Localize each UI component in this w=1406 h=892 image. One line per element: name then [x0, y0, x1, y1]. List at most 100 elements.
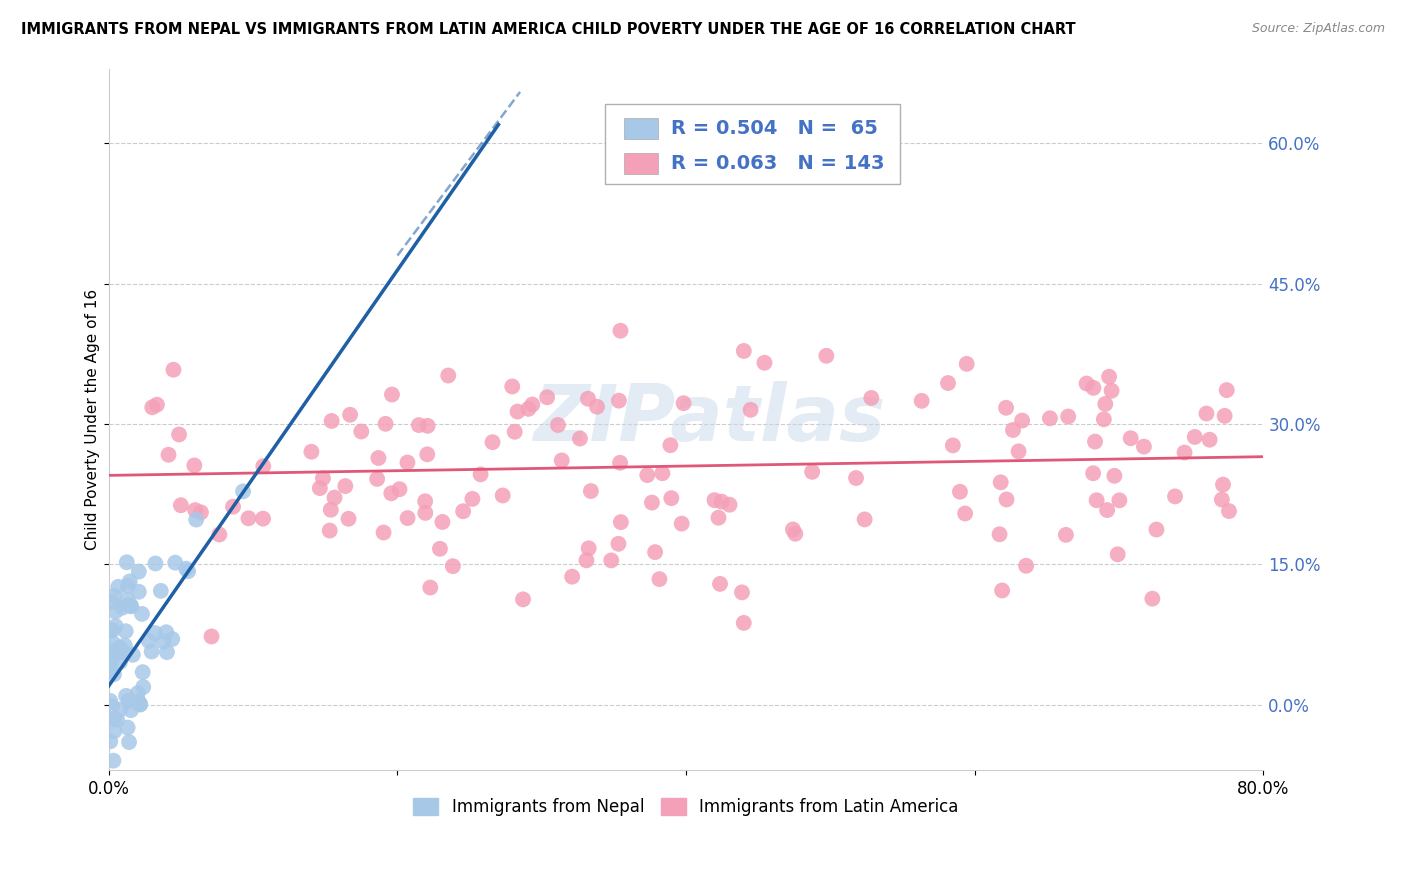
Point [131, 607, 153, 621]
Point [1092, 412, 1115, 426]
Point [1213, 409, 1236, 423]
Point [853, 512, 876, 526]
Point [1198, 433, 1220, 447]
Point [141, 401, 163, 415]
Point [114, 639, 136, 653]
Point [522, 398, 544, 412]
Point [98, 624, 121, 638]
Point [118, 574, 141, 589]
Text: IMMIGRANTS FROM NEPAL VS IMMIGRANTS FROM LATIN AMERICA CHILD POVERTY UNDER THE A: IMMIGRANTS FROM NEPAL VS IMMIGRANTS FROM… [21, 22, 1076, 37]
Point [112, 645, 135, 659]
Point [388, 482, 411, 496]
Point [659, 438, 682, 452]
Point [127, 694, 149, 708]
Point [600, 553, 623, 567]
Point [208, 527, 231, 541]
Point [995, 492, 1018, 507]
Point [949, 484, 972, 499]
Point [131, 665, 153, 680]
Point [129, 698, 152, 712]
Point [1215, 383, 1237, 397]
Point [141, 644, 163, 658]
Text: R = 0.063   N = 143: R = 0.063 N = 143 [671, 153, 884, 173]
Point [911, 393, 934, 408]
Point [100, 644, 122, 658]
Point [1142, 591, 1164, 606]
Point [733, 343, 755, 358]
Point [1015, 558, 1038, 573]
Point [128, 584, 150, 599]
Point [177, 564, 200, 578]
Point [607, 393, 630, 408]
Point [252, 511, 274, 525]
Point [1218, 504, 1240, 518]
Point [121, 648, 143, 662]
Point [339, 408, 361, 422]
Point [470, 467, 492, 482]
Point [117, 598, 139, 612]
Point [396, 456, 419, 470]
Point [815, 349, 838, 363]
Text: Source: ZipAtlas.com: Source: ZipAtlas.com [1251, 22, 1385, 36]
Point [321, 414, 343, 428]
Point [120, 703, 142, 717]
Point [308, 481, 330, 495]
Point [576, 392, 599, 406]
Point [413, 494, 436, 508]
Point [1076, 376, 1098, 391]
Point [671, 516, 693, 531]
Point [942, 438, 965, 452]
Point [319, 502, 342, 516]
Point [299, 444, 322, 458]
Point [162, 362, 184, 376]
Point [561, 569, 583, 583]
Point [754, 356, 776, 370]
Point [118, 694, 141, 708]
Point [1108, 493, 1130, 508]
Point [152, 634, 174, 648]
Point [1095, 503, 1118, 517]
Point [1211, 492, 1233, 507]
Point [988, 527, 1011, 541]
Point [335, 479, 357, 493]
Point [1084, 434, 1107, 449]
Point [366, 472, 388, 486]
Point [672, 396, 695, 410]
Legend: Immigrants from Nepal, Immigrants from Latin America: Immigrants from Nepal, Immigrants from L… [405, 790, 967, 825]
Point [956, 357, 979, 371]
Point [785, 526, 807, 541]
Point [104, 605, 127, 619]
Point [98, 664, 121, 678]
Point [155, 625, 177, 640]
Point [103, 754, 125, 768]
Point [408, 418, 430, 433]
Point [100, 650, 122, 665]
Point [609, 456, 631, 470]
Point [104, 619, 127, 633]
Point [350, 425, 373, 439]
Point [501, 379, 523, 393]
Point [1101, 384, 1123, 398]
Point [105, 646, 128, 660]
Text: ZIPatlas: ZIPatlas [533, 381, 886, 458]
Point [1081, 467, 1104, 481]
FancyBboxPatch shape [624, 153, 658, 174]
Point [419, 581, 441, 595]
Point [703, 493, 725, 508]
Point [995, 401, 1018, 415]
Point [536, 390, 558, 404]
Point [441, 559, 464, 574]
Point [128, 565, 150, 579]
Point [707, 510, 730, 524]
Point [1054, 528, 1077, 542]
Point [117, 592, 139, 607]
Point [374, 417, 396, 431]
Point [506, 404, 529, 418]
Point [396, 511, 419, 525]
Point [103, 589, 125, 603]
Point [517, 401, 540, 416]
Point [103, 667, 125, 681]
Point [373, 525, 395, 540]
Point [740, 402, 762, 417]
Point [936, 376, 959, 390]
